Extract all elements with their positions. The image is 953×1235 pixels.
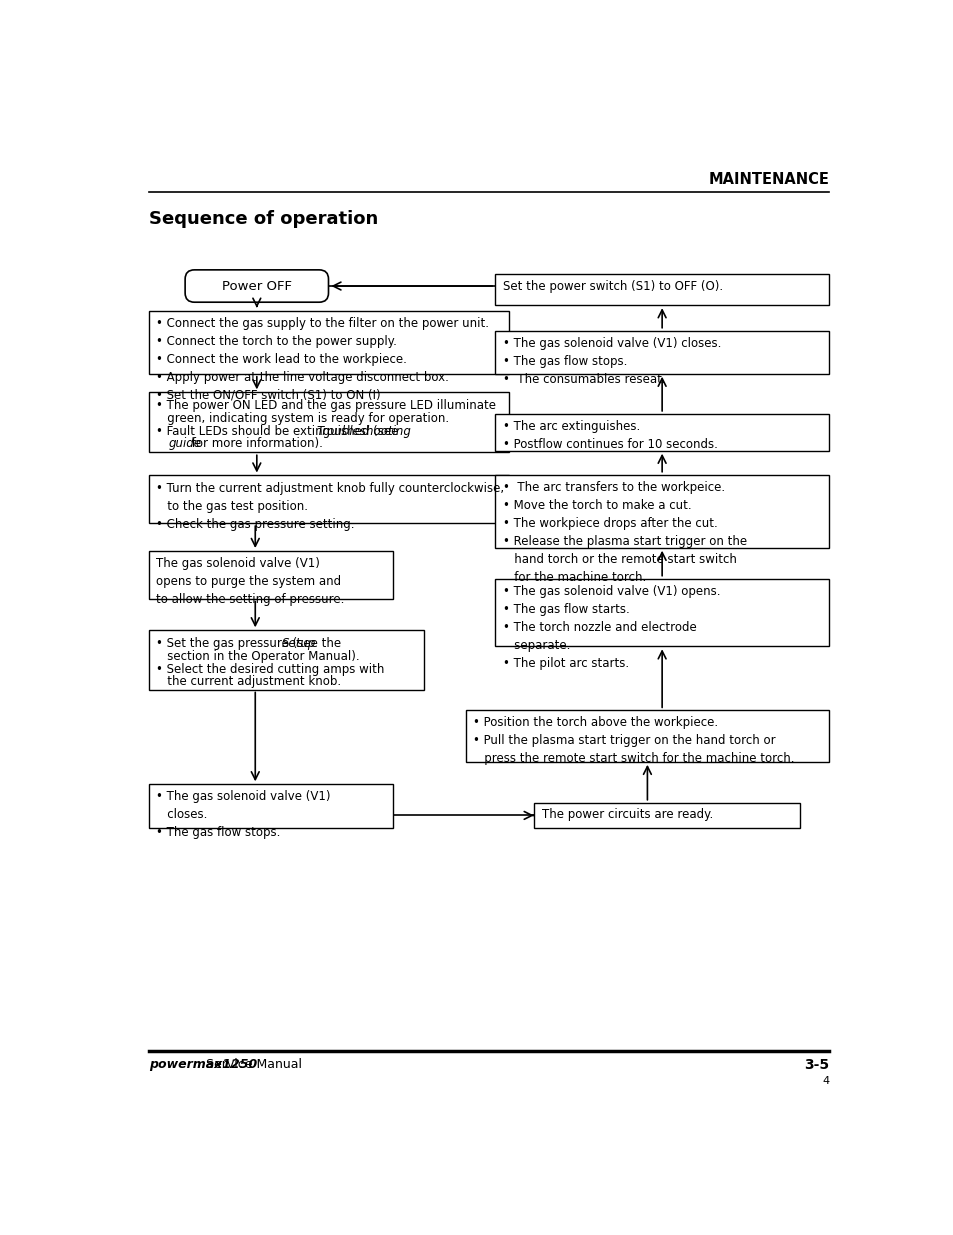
Text: MAINTENANCE: MAINTENANCE [707, 173, 828, 188]
Text: • The power ON LED and the gas pressure LED illuminate: • The power ON LED and the gas pressure … [156, 399, 496, 412]
Text: • Position the torch above the workpiece.
• Pull the plasma start trigger on the: • Position the torch above the workpiece… [473, 716, 794, 766]
Text: section in the Operator Manual).: section in the Operator Manual). [156, 650, 359, 663]
Bar [534, 803, 800, 829]
Text: • The arc extinguishes.
• Postflow continues for 10 seconds.: • The arc extinguishes. • Postflow conti… [502, 420, 717, 451]
Text: Power OFF: Power OFF [222, 279, 292, 293]
Text: The power circuits are ready.: The power circuits are ready. [541, 808, 712, 821]
Text: • The gas solenoid valve (V1) opens.
• The gas flow starts.
• The torch nozzle a: • The gas solenoid valve (V1) opens. • T… [502, 585, 720, 669]
FancyBboxPatch shape [185, 270, 328, 303]
Text: • Set the gas pressure (see the: • Set the gas pressure (see the [156, 637, 345, 650]
Text: 4: 4 [821, 1076, 828, 1086]
Bar [149, 784, 393, 829]
Text: •  The arc transfers to the workpeice.
• Move the torch to make a cut.
• The wor: • The arc transfers to the workpeice. • … [502, 480, 746, 584]
Text: • The gas solenoid valve (V1) closes.
• The gas flow stops.
•  The consumables r: • The gas solenoid valve (V1) closes. • … [502, 337, 720, 385]
Bar [149, 475, 509, 524]
Bar [149, 311, 509, 374]
Text: the current adjustment knob.: the current adjustment knob. [156, 676, 341, 688]
Text: guide: guide [168, 437, 201, 451]
Text: green, indicating system is ready for operation.: green, indicating system is ready for op… [156, 412, 449, 425]
Text: Setup: Setup [281, 637, 315, 650]
Text: Service Manual: Service Manual [202, 1057, 302, 1071]
Text: The gas solenoid valve (V1)
opens to purge the system and
to allow the setting o: The gas solenoid valve (V1) opens to pur… [156, 557, 344, 606]
Text: • Turn the current adjustment knob fully counterclockwise,
   to the gas test po: • Turn the current adjustment knob fully… [156, 482, 504, 531]
Text: Troubleshooting: Troubleshooting [316, 425, 412, 437]
Bar [465, 710, 828, 762]
Text: powermax1250: powermax1250 [149, 1057, 256, 1071]
Bar [149, 630, 423, 689]
Text: • Fault LEDs should be extinguished (see: • Fault LEDs should be extinguished (see [156, 425, 402, 437]
Text: 3-5: 3-5 [803, 1057, 828, 1072]
Bar [149, 393, 509, 452]
Text: • Connect the gas supply to the filter on the power unit.
• Connect the torch to: • Connect the gas supply to the filter o… [156, 317, 489, 401]
Text: • Select the desired cutting amps with: • Select the desired cutting amps with [156, 662, 384, 676]
Bar [495, 474, 828, 548]
Bar [495, 331, 828, 374]
Text: for more information).: for more information). [188, 437, 322, 451]
Bar [495, 274, 828, 305]
Text: • The gas solenoid valve (V1)
   closes.
• The gas flow stops.: • The gas solenoid valve (V1) closes. • … [156, 790, 331, 840]
Text: Sequence of operation: Sequence of operation [149, 210, 377, 227]
Bar [149, 551, 393, 599]
Bar [495, 414, 828, 451]
Bar [495, 579, 828, 646]
Text: Set the power switch (S1) to OFF (O).: Set the power switch (S1) to OFF (O). [502, 280, 722, 293]
